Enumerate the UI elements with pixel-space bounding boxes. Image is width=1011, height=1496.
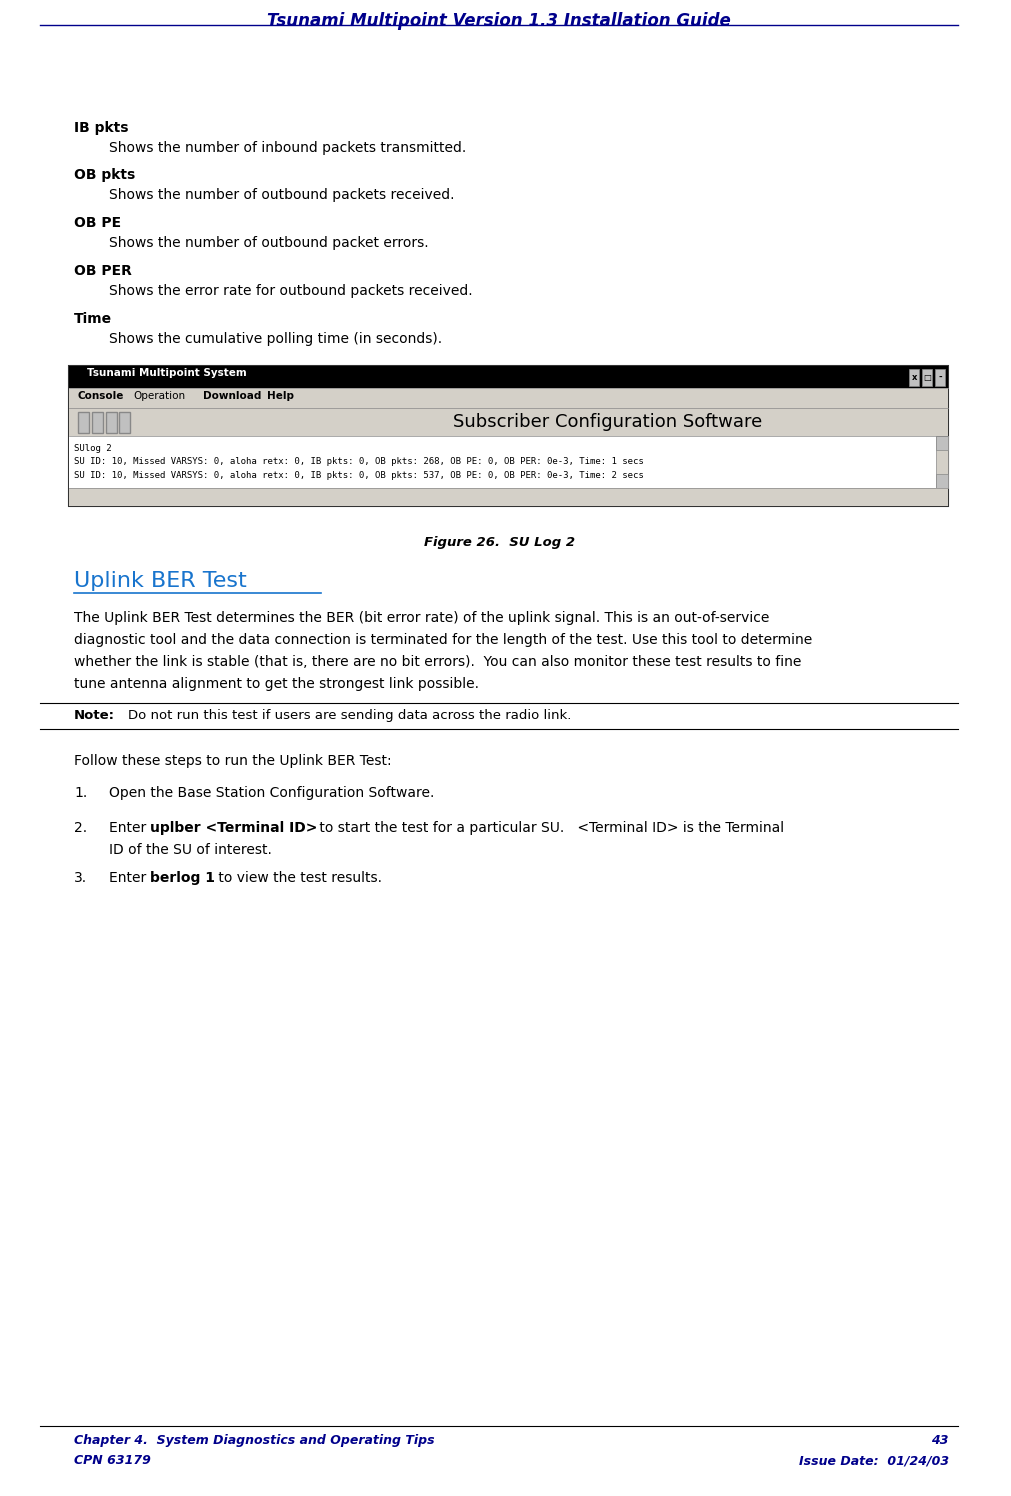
Bar <box>69 367 947 387</box>
Bar <box>69 435 936 488</box>
Text: Enter: Enter <box>108 871 151 886</box>
Text: -: - <box>938 373 941 381</box>
Text: Shows the error rate for outbound packets received.: Shows the error rate for outbound packet… <box>108 284 472 298</box>
Text: The Uplink BER Test determines the BER (bit error rate) of the uplink signal. Th: The Uplink BER Test determines the BER (… <box>74 610 769 625</box>
Text: tune antenna alignment to get the strongest link possible.: tune antenna alignment to get the strong… <box>74 678 479 691</box>
Text: Figure 26.  SU Log 2: Figure 26. SU Log 2 <box>424 536 574 549</box>
Bar <box>936 435 947 450</box>
Bar <box>69 488 947 506</box>
Text: Subscriber Configuration Software: Subscriber Configuration Software <box>453 413 762 431</box>
Text: Follow these steps to run the Uplink BER Test:: Follow these steps to run the Uplink BER… <box>74 754 391 767</box>
Text: Operation: Operation <box>133 390 186 401</box>
Bar <box>69 408 947 435</box>
Bar <box>78 411 89 432</box>
Text: Do not run this test if users are sending data across the radio link.: Do not run this test if users are sendin… <box>128 709 572 723</box>
Bar <box>92 411 103 432</box>
Text: Issue Date:  01/24/03: Issue Date: 01/24/03 <box>799 1454 948 1468</box>
Text: Chapter 4.  System Diagnostics and Operating Tips: Chapter 4. System Diagnostics and Operat… <box>74 1435 435 1447</box>
Text: ID of the SU of interest.: ID of the SU of interest. <box>108 844 272 857</box>
Text: 1.: 1. <box>74 785 87 800</box>
Text: Help: Help <box>267 390 293 401</box>
Text: SU ID: 10, Missed VARSYS: 0, aloha retx: 0, IB pkts: 0, OB pkts: 268, OB PE: 0, : SU ID: 10, Missed VARSYS: 0, aloha retx:… <box>74 458 644 467</box>
Text: IB pkts: IB pkts <box>74 121 128 135</box>
Text: Note:: Note: <box>74 709 115 723</box>
Text: Shows the number of outbound packets received.: Shows the number of outbound packets rec… <box>108 188 454 202</box>
Text: OB PE: OB PE <box>74 215 121 230</box>
Text: Enter: Enter <box>108 821 151 835</box>
Text: 3.: 3. <box>74 871 87 886</box>
Text: Uplink BER Test: Uplink BER Test <box>74 571 247 591</box>
Text: to start the test for a particular SU.   <Terminal ID> is the Terminal: to start the test for a particular SU. <… <box>315 821 785 835</box>
Bar <box>922 370 932 386</box>
Bar <box>936 474 947 488</box>
Bar <box>119 411 130 432</box>
Text: Shows the number of inbound packets transmitted.: Shows the number of inbound packets tran… <box>108 141 466 156</box>
Text: diagnostic tool and the data connection is terminated for the length of the test: diagnostic tool and the data connection … <box>74 633 812 646</box>
Text: whether the link is stable (that is, there are no bit errors).  You can also mon: whether the link is stable (that is, the… <box>74 655 802 669</box>
Text: Shows the number of outbound packet errors.: Shows the number of outbound packet erro… <box>108 236 429 250</box>
Text: CPN 63179: CPN 63179 <box>74 1454 151 1468</box>
Text: 2.: 2. <box>74 821 87 835</box>
Text: 43: 43 <box>931 1435 948 1447</box>
Text: SU ID: 10, Missed VARSYS: 0, aloha retx: 0, IB pkts: 0, OB pkts: 537, OB PE: 0, : SU ID: 10, Missed VARSYS: 0, aloha retx:… <box>74 471 644 480</box>
Text: Tsunami Multipoint Version 1.3 Installation Guide: Tsunami Multipoint Version 1.3 Installat… <box>267 12 731 30</box>
Bar <box>909 370 919 386</box>
Text: Console: Console <box>77 390 123 401</box>
Bar <box>69 387 947 408</box>
Text: Shows the cumulative polling time (in seconds).: Shows the cumulative polling time (in se… <box>108 332 442 346</box>
Bar <box>935 370 945 386</box>
Text: Time: Time <box>74 313 112 326</box>
Text: SUlog 2: SUlog 2 <box>74 444 111 453</box>
Bar <box>936 435 947 488</box>
Text: to view the test results.: to view the test results. <box>214 871 382 886</box>
Bar <box>105 411 116 432</box>
Text: OB PER: OB PER <box>74 263 131 278</box>
Text: Open the Base Station Configuration Software.: Open the Base Station Configuration Soft… <box>108 785 434 800</box>
Bar <box>69 367 947 506</box>
Text: Tsunami Multipoint System: Tsunami Multipoint System <box>87 368 247 378</box>
Text: OB pkts: OB pkts <box>74 168 135 183</box>
Text: berlog 1: berlog 1 <box>150 871 214 886</box>
Text: uplber <Terminal ID>: uplber <Terminal ID> <box>150 821 317 835</box>
Text: Download: Download <box>203 390 262 401</box>
Text: x: x <box>912 373 917 381</box>
Text: □: □ <box>923 373 931 381</box>
